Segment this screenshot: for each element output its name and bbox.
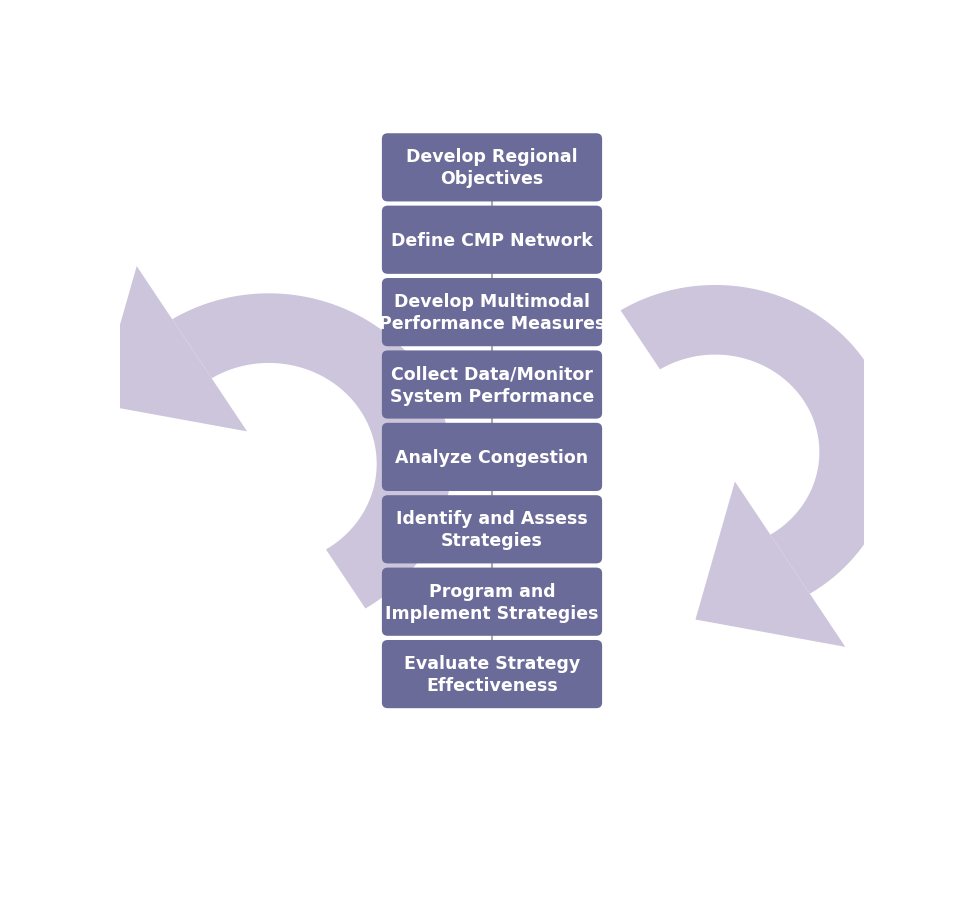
Text: Program and
Implement Strategies: Program and Implement Strategies (385, 582, 599, 622)
FancyBboxPatch shape (382, 351, 602, 419)
Text: Develop Regional
Objectives: Develop Regional Objectives (406, 148, 578, 188)
FancyBboxPatch shape (382, 424, 602, 491)
Polygon shape (172, 294, 451, 609)
FancyBboxPatch shape (382, 207, 602, 275)
Polygon shape (695, 482, 846, 647)
Text: Define CMP Network: Define CMP Network (391, 231, 593, 249)
FancyBboxPatch shape (382, 568, 602, 636)
FancyBboxPatch shape (382, 496, 602, 563)
FancyBboxPatch shape (382, 134, 602, 202)
Text: Analyze Congestion: Analyze Congestion (396, 449, 588, 466)
Text: Identify and Assess
Strategies: Identify and Assess Strategies (396, 509, 588, 550)
Polygon shape (97, 266, 247, 432)
Polygon shape (620, 285, 894, 594)
FancyBboxPatch shape (382, 279, 602, 347)
FancyBboxPatch shape (382, 640, 602, 709)
Text: Collect Data/Monitor
System Performance: Collect Data/Monitor System Performance (390, 365, 594, 405)
Text: Develop Multimodal
Performance Measures: Develop Multimodal Performance Measures (379, 293, 605, 333)
Text: Evaluate Strategy
Effectiveness: Evaluate Strategy Effectiveness (404, 655, 580, 694)
